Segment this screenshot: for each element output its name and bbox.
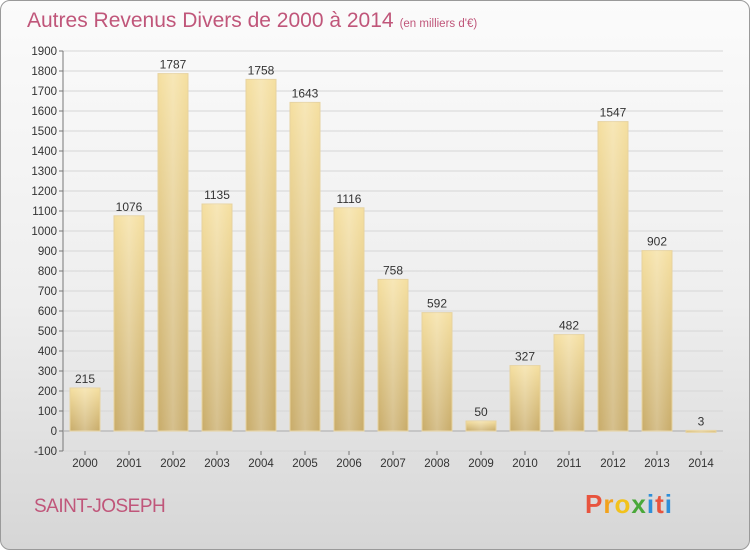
value-label-2005: 1643 (292, 86, 319, 100)
x-tick-label: 2006 (336, 458, 362, 470)
y-tick-label: 900 (38, 246, 57, 258)
x-tick-label: 2004 (248, 458, 274, 470)
y-tick-label: 1700 (31, 86, 57, 98)
logo-letter: x (631, 489, 647, 519)
logo-letter: P (585, 489, 604, 519)
value-label-2011: 482 (559, 319, 579, 333)
logo-letter: i (646, 489, 656, 519)
x-tick-label: 2005 (292, 458, 318, 470)
proxiti-logo: Proxiti (585, 489, 673, 520)
x-tick-label: 2013 (644, 458, 670, 470)
x-tick-label: 2010 (512, 458, 538, 470)
value-label-2006: 1116 (337, 192, 362, 206)
y-tick-label: 500 (38, 326, 57, 338)
x-tick-label: 2001 (116, 458, 142, 470)
axes: -100 0 100 200 300 400 500 600 700 800 900 1000 1100… (31, 46, 723, 470)
y-tick-label: 1600 (31, 106, 57, 118)
value-label-2001: 1076 (116, 200, 143, 214)
value-label-2013: 902 (647, 235, 667, 249)
bar-shine (554, 334, 584, 431)
value-label-2000: 215 (75, 372, 95, 386)
bar-shine (202, 204, 232, 431)
bar-shine (290, 102, 320, 432)
x-tick-label: 2009 (468, 458, 494, 470)
y-tick-label: 0 (51, 426, 57, 438)
y-tick-label: 1900 (31, 46, 57, 58)
logo-letter: r (603, 489, 615, 519)
x-tick-label: 2012 (600, 458, 626, 470)
value-labels: 215 1076 1787 1135 1758 1643 1116 758 592 50 327 48… (75, 58, 705, 429)
x-tick-label: 2002 (160, 458, 186, 470)
bar-shine (158, 73, 188, 431)
chart-title: Autres Revenus Divers de 2000 à 2014 (en … (27, 9, 477, 33)
chart-unit: (en milliers d'€) (399, 18, 478, 30)
y-tick-label: 400 (38, 346, 57, 358)
x-tick-label: 2011 (557, 458, 582, 470)
y-tick-label: 100 (38, 406, 57, 418)
value-label-2004: 1758 (248, 63, 275, 77)
value-label-2012: 1547 (600, 106, 627, 120)
logo-letter: i (664, 489, 673, 519)
y-tick-label: 1000 (31, 226, 57, 238)
bar-shine (642, 250, 672, 431)
city-name: SAINT-JOSEPH (34, 496, 166, 517)
bar-shine (246, 79, 276, 432)
value-label-2007: 758 (383, 263, 403, 277)
bar-shine (598, 121, 628, 431)
chart-title-text: Autres Revenus Divers de 2000 à 2014 (27, 9, 394, 32)
x-tick-label: 2008 (424, 458, 450, 470)
y-tick-label: -100 (34, 446, 57, 458)
y-tick-label: 1100 (32, 206, 57, 218)
value-label-2014: 3 (698, 414, 705, 428)
logo-letter: o (614, 489, 632, 519)
bar-shine (70, 388, 100, 431)
x-tick-label: 2014 (688, 458, 714, 470)
bar-shine (422, 312, 452, 431)
logo-letter: t (655, 489, 665, 519)
y-tick-label: 1500 (31, 126, 57, 138)
y-tick-label: 200 (38, 386, 57, 398)
x-tick-label: 2003 (204, 458, 230, 470)
y-tick-label: 1300 (31, 166, 57, 178)
value-label-2002: 1787 (160, 58, 187, 72)
bar-shine (510, 365, 540, 431)
value-label-2010: 327 (515, 350, 535, 364)
bar-shine (686, 430, 716, 433)
value-label-2009: 50 (474, 405, 488, 419)
bar-shine (114, 215, 144, 431)
y-tick-label: 1400 (31, 146, 57, 158)
y-tick-label: 300 (38, 366, 57, 378)
x-tick-label: 2000 (72, 458, 98, 470)
x-tick-label: 2007 (380, 458, 406, 470)
bar-shine (466, 421, 496, 431)
y-tick-label: 1200 (31, 186, 57, 198)
value-label-2008: 592 (427, 297, 447, 311)
bar-shine (378, 279, 408, 431)
y-tick-label: 700 (38, 286, 57, 298)
y-tick-label: 1800 (31, 66, 57, 78)
y-tick-label: 600 (38, 306, 57, 318)
y-tick-label: 800 (38, 266, 57, 278)
bars (69, 73, 717, 433)
value-label-2003: 1135 (204, 188, 230, 202)
bar-shine (334, 207, 364, 431)
